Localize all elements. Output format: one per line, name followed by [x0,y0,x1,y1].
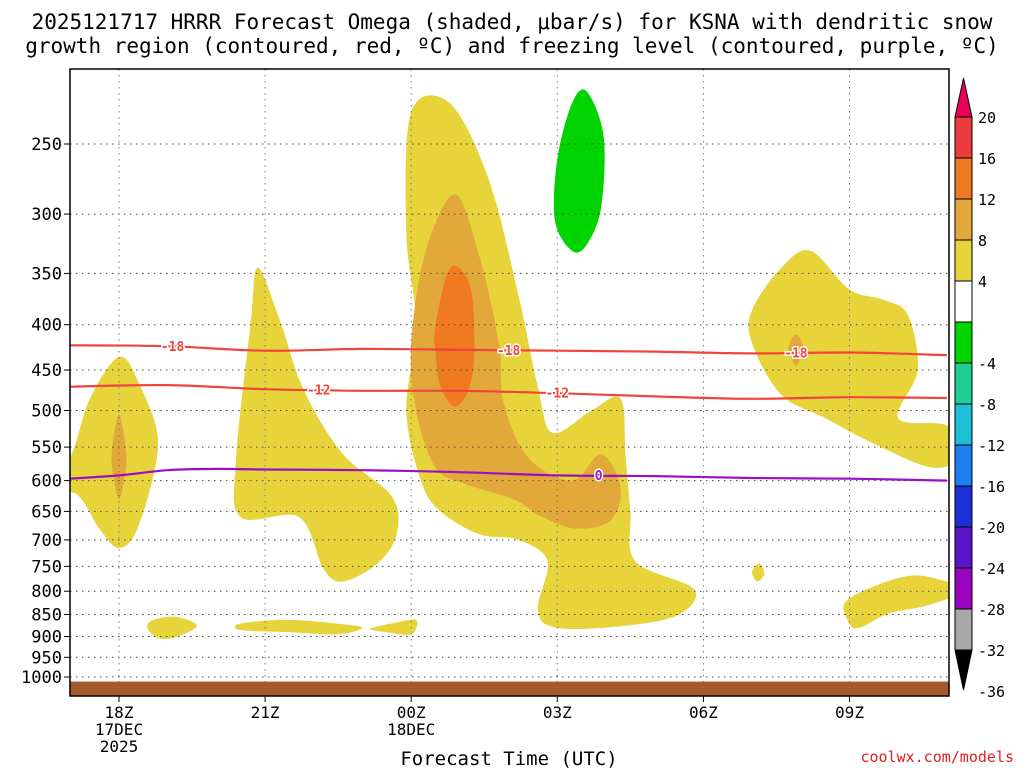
y-tick-label: 350 [31,264,62,284]
colorbar-label: 4 [978,273,987,291]
x-tick-label: 06Z [689,703,718,722]
colorbar-bin [954,362,973,405]
colorbar-label: -24 [978,560,1005,578]
dgz-bottom-contour [70,383,947,400]
y-tick-label: 750 [31,557,62,577]
x-tick-label: 09Z [835,703,864,722]
y-tick-label: 700 [31,531,62,551]
omega-region-negative [107,120,152,252]
gridlines [70,69,949,696]
x-tick-label: 17DEC [95,720,143,739]
colorbar-label: -16 [978,478,1005,496]
x-tick-label: 2025 [100,737,139,756]
colorbar-label: 12 [978,191,996,209]
y-tick-label: 650 [31,502,62,522]
watermark: coolwx.com/models [860,748,1014,766]
colorbar-bin [954,116,973,159]
colorbar-bin [954,608,973,651]
contour-label: -18 [161,340,185,355]
omega-region-negative [553,89,605,253]
x-tick-label: 18Z [105,703,134,722]
colorbar-label: -12 [978,437,1005,455]
y-tick-label: 900 [31,628,62,648]
colorbar-bin [954,485,973,528]
chart-title-line-1: 2025121717 HRRR Forecast Omega (shaded, … [32,10,993,34]
colorbar-label: -32 [978,642,1005,660]
contour-lines: -18 -18 -18 -12 -12 0 [70,338,947,486]
ground-surface [70,681,949,696]
colorbar-bottom-arrow [954,649,973,691]
plot-frame [69,68,950,697]
y-tick-label: 300 [31,205,62,225]
colorbar-label: 8 [978,232,987,250]
axes: 2503003504004505005506006507007508008509… [21,135,864,756]
colorbar-label: -36 [978,683,1005,701]
omega-region-positive [234,619,363,635]
contour-label: -12 [546,387,569,402]
x-tick-label: 03Z [543,703,572,722]
colorbar-bin [954,157,973,200]
colorbar-label: -4 [978,355,996,373]
contour-label: 0 [595,469,603,484]
omega-region-negative [350,201,365,251]
colorbar-bin [954,321,973,364]
omega-region-positive [405,95,697,629]
colorbar: 20 16 12 8 4 -4 -8 -12 -16 -20 -24 -28 -32 -36 [954,77,1005,701]
chart-title-line-2: growth region (contoured, red, ºC) and f… [25,34,999,58]
y-tick-label: 950 [31,648,62,668]
omega-region-positive [752,563,765,582]
omega-region-positive [147,616,197,640]
dgz-top-contour [70,344,947,357]
colorbar-bin [954,239,973,282]
omega-region-positive [748,249,949,468]
colorbar-label: 20 [978,109,996,127]
omega-region-negative [497,590,520,608]
omega-shading [70,69,949,696]
y-tick-label: 1000 [21,668,62,688]
colorbar-bin [954,280,973,323]
omega-region-positive [111,414,127,500]
omega-region-negative [685,496,719,562]
omega-region-negative [552,646,604,656]
colorbar-bin [954,403,973,446]
colorbar-top-arrow [954,77,973,118]
freezing-level-contour [70,467,947,482]
colorbar-label: -28 [978,601,1005,619]
x-tick-label: 18DEC [387,720,435,739]
colorbar-bin [954,567,973,610]
y-tick-label: 450 [31,361,62,381]
colorbar-bin [954,526,973,569]
x-tick-label: 21Z [251,703,280,722]
omega-region-positive [370,619,418,635]
y-tick-label: 400 [31,316,62,336]
colorbar-bin [954,198,973,241]
colorbar-label: -8 [978,396,996,414]
y-tick-label: 250 [31,135,62,155]
omega-region-negative [638,631,749,672]
omega-region-negative [399,563,431,584]
y-tick-label: 850 [31,606,62,626]
omega-region-positive [233,267,399,582]
contour-label: -12 [307,384,330,399]
colorbar-label: 16 [978,150,996,168]
omega-region-positive [434,265,475,407]
y-tick-label: 600 [31,472,62,492]
x-tick-label: 00Z [397,703,426,722]
contour-label: -18 [784,347,808,362]
omega-region-negative [438,624,484,656]
y-tick-label: 550 [31,438,62,458]
colorbar-bin [954,444,973,487]
x-axis-label: Forecast Time (UTC) [400,748,617,768]
colorbar-label: -20 [978,519,1005,537]
contour-label: -18 [497,344,521,359]
omega-region-negative [190,180,220,279]
omega-region-positive [843,575,949,629]
y-tick-label: 800 [31,582,62,602]
omega-region-positive [788,334,804,366]
y-tick-label: 500 [31,402,62,422]
